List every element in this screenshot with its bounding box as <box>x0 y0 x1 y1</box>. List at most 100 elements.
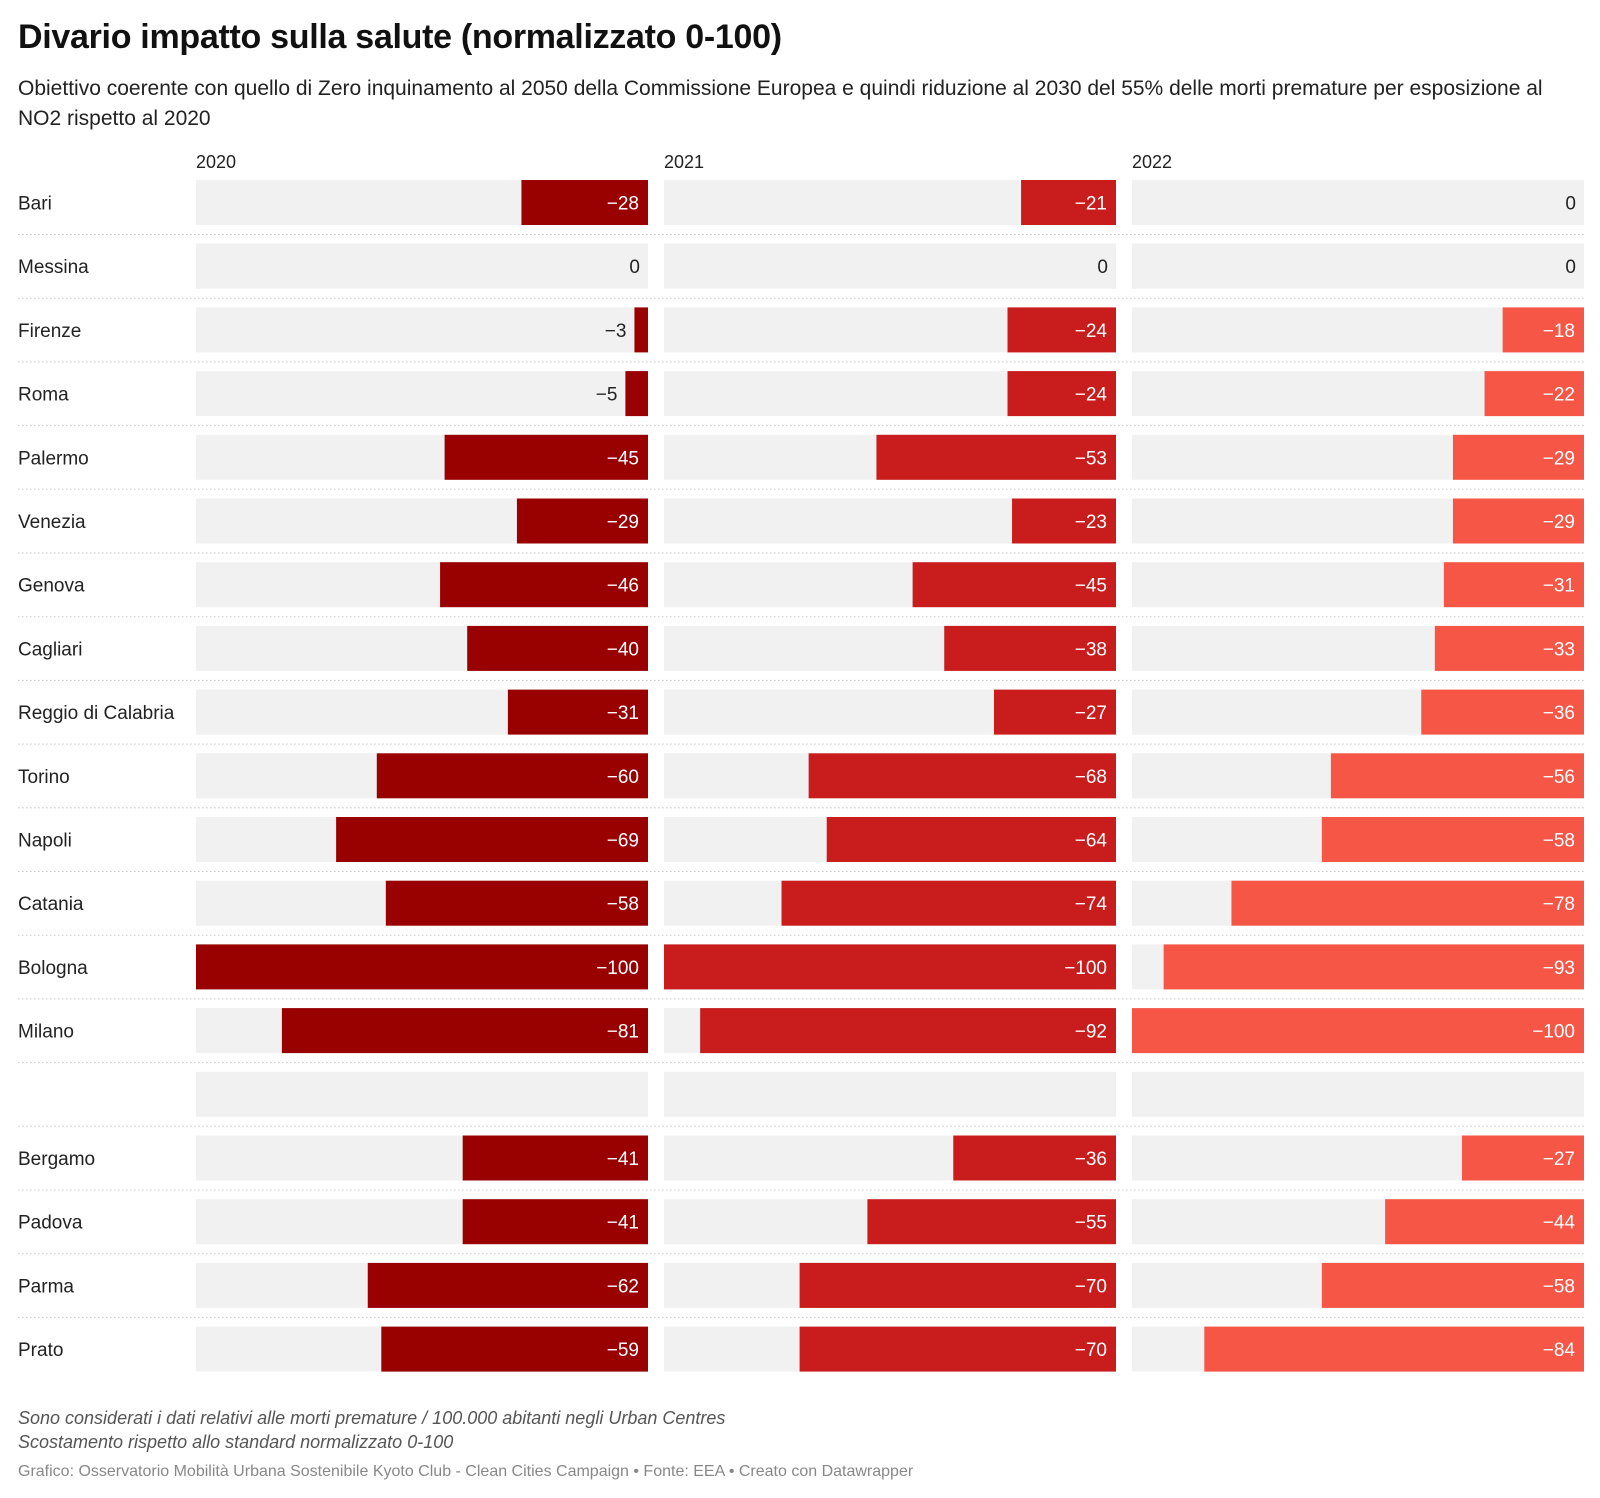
data-label: −24 <box>1075 385 1108 406</box>
bar-track <box>664 1071 1116 1117</box>
data-label: 0 <box>1565 257 1576 278</box>
data-label: −22 <box>1543 385 1575 406</box>
data-label: −29 <box>1543 448 1575 469</box>
bar-2020 <box>385 880 648 926</box>
bar-2020 <box>625 371 648 417</box>
bar-2021 <box>867 1199 1116 1245</box>
category-label: Padova <box>18 1213 83 1234</box>
bar-2020 <box>440 562 648 608</box>
data-label: −23 <box>1075 512 1107 533</box>
bar-2021 <box>781 880 1116 926</box>
bar-2022 <box>1502 307 1584 353</box>
category-label: Torino <box>18 767 70 788</box>
bar-track <box>664 243 1116 289</box>
bar-2021 <box>1007 307 1116 353</box>
data-label: −93 <box>1543 958 1575 979</box>
category-label: Milano <box>18 1022 74 1043</box>
data-label: −27 <box>1543 1149 1575 1170</box>
bar-2022 <box>1231 880 1584 926</box>
bar-2021 <box>826 817 1116 862</box>
bar-2020 <box>467 625 648 671</box>
bar-2020 <box>521 180 648 225</box>
bar-track <box>196 307 648 353</box>
data-label: −3 <box>605 321 627 342</box>
bar-track <box>1132 243 1584 289</box>
bar-2022 <box>1385 1199 1584 1245</box>
bar-2022 <box>1321 817 1584 862</box>
bar-2020 <box>462 1199 648 1245</box>
bar-2021 <box>876 434 1116 480</box>
data-label: −92 <box>1075 1022 1107 1043</box>
bar-track <box>1132 1071 1584 1117</box>
data-label: −36 <box>1075 1149 1107 1170</box>
bar-2022 <box>1461 1135 1584 1181</box>
data-label: −56 <box>1543 767 1575 788</box>
data-label: 0 <box>629 257 640 278</box>
column-header-2022: 2022 <box>1132 152 1172 172</box>
data-label: −18 <box>1543 321 1575 342</box>
bar-2020 <box>336 817 648 862</box>
category-label: Palermo <box>18 448 89 469</box>
bar-track <box>196 1071 648 1117</box>
chart-footer: Grafico: Osservatorio Mobilità Urbana So… <box>18 1463 914 1480</box>
data-label: −68 <box>1075 767 1107 788</box>
category-label: Catania <box>18 894 84 915</box>
bar-2022 <box>1452 434 1584 480</box>
data-label: −100 <box>1532 1022 1575 1043</box>
data-label: −31 <box>1543 576 1575 597</box>
data-label: −41 <box>607 1213 639 1234</box>
data-label: −100 <box>596 958 639 979</box>
bar-2021 <box>799 1326 1116 1372</box>
column-header-2020: 2020 <box>196 152 236 172</box>
bar-2021 <box>1007 371 1116 417</box>
bar-2020 <box>376 753 648 799</box>
bar-track <box>196 243 648 289</box>
data-label: −58 <box>607 894 639 915</box>
bar-2022 <box>1443 562 1584 608</box>
data-label: −5 <box>596 385 618 406</box>
bar-2021 <box>944 625 1116 671</box>
category-label: Parma <box>18 1276 74 1297</box>
bar-2020 <box>462 1135 648 1181</box>
data-label: −55 <box>1075 1213 1107 1234</box>
data-label: −38 <box>1075 639 1107 660</box>
data-label: −70 <box>1075 1276 1107 1297</box>
bar-2020 <box>281 1008 648 1054</box>
data-label: −84 <box>1543 1340 1576 1361</box>
data-label: −31 <box>607 703 639 724</box>
column-header-2021: 2021 <box>664 152 704 172</box>
category-label: Roma <box>18 385 69 406</box>
data-label: −44 <box>1543 1213 1576 1234</box>
data-label: −60 <box>607 767 639 788</box>
data-label: −29 <box>607 512 639 533</box>
data-label: −70 <box>1075 1340 1107 1361</box>
category-label: Bergamo <box>18 1149 95 1170</box>
bar-2022 <box>1132 1008 1584 1054</box>
bar-2020 <box>507 689 648 735</box>
data-label: 0 <box>1565 194 1576 215</box>
data-label: −28 <box>607 194 639 215</box>
bar-2020 <box>634 307 648 353</box>
category-label: Genova <box>18 576 85 597</box>
category-label: Venezia <box>18 512 86 533</box>
bar-2022 <box>1321 1262 1584 1308</box>
data-label: −45 <box>1075 576 1107 597</box>
data-label: −58 <box>1543 831 1575 852</box>
category-label: Bari <box>18 194 52 215</box>
data-label: −74 <box>1075 894 1108 915</box>
chart-title: Divario impatto sulla salute (normalizza… <box>18 18 782 56</box>
category-label: Prato <box>18 1340 63 1361</box>
data-label: −21 <box>1075 194 1107 215</box>
bar-2021 <box>993 689 1116 735</box>
note-line-2: Scostamento rispetto allo standard norma… <box>18 1432 454 1452</box>
small-multiples-bar-chart: 2020 2021 2022 Bari −28 −21 0 Messina 0 0 0 Firenze… <box>18 152 1584 1372</box>
category-label: Messina <box>18 257 89 278</box>
data-label: −24 <box>1075 321 1108 342</box>
data-label: −62 <box>607 1276 639 1297</box>
data-label: −27 <box>1075 703 1107 724</box>
data-label: −29 <box>1543 512 1575 533</box>
data-label: −36 <box>1543 703 1575 724</box>
bar-2022 <box>1163 944 1584 990</box>
bar-track <box>1132 180 1584 225</box>
chart-subtitle: Obiettivo coerente con quello di Zero in… <box>18 77 1543 130</box>
